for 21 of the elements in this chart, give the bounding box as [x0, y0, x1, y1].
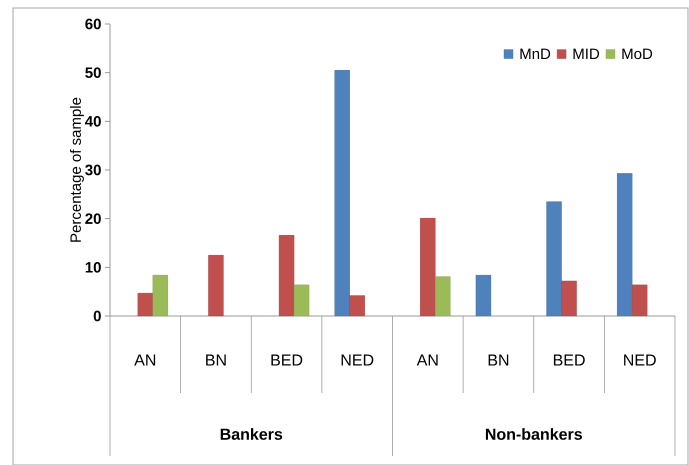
- legend-label: MID: [574, 48, 600, 59]
- x-tick-label: NED: [342, 354, 374, 366]
- y-axis-title: Percentage of sample: [70, 98, 84, 242]
- text: Bankers: [220, 428, 282, 440]
- x-tick-label: NED: [624, 354, 656, 366]
- y-tick-label: 40: [85, 116, 101, 127]
- legend-label: MoD: [622, 48, 652, 60]
- x-tick-label: BN: [488, 354, 508, 366]
- x-tick-label: BED: [271, 354, 302, 366]
- y-tick-label: 50: [85, 67, 101, 78]
- y-tick-label: 20: [85, 213, 101, 224]
- x-tick-label: BN: [206, 354, 226, 366]
- legend-label: MnD: [520, 48, 550, 59]
- x-tick-label: AN: [134, 354, 156, 366]
- y-tick-label: 30: [85, 164, 101, 176]
- text: Non-bankers: [486, 428, 582, 440]
- y-tick-label: 60: [85, 18, 101, 30]
- x-tick-label: AN: [416, 354, 438, 366]
- y-tick-label: 0: [94, 310, 101, 322]
- y-tick-label: 10: [86, 262, 101, 273]
- x-tick-label: BED: [554, 354, 585, 366]
